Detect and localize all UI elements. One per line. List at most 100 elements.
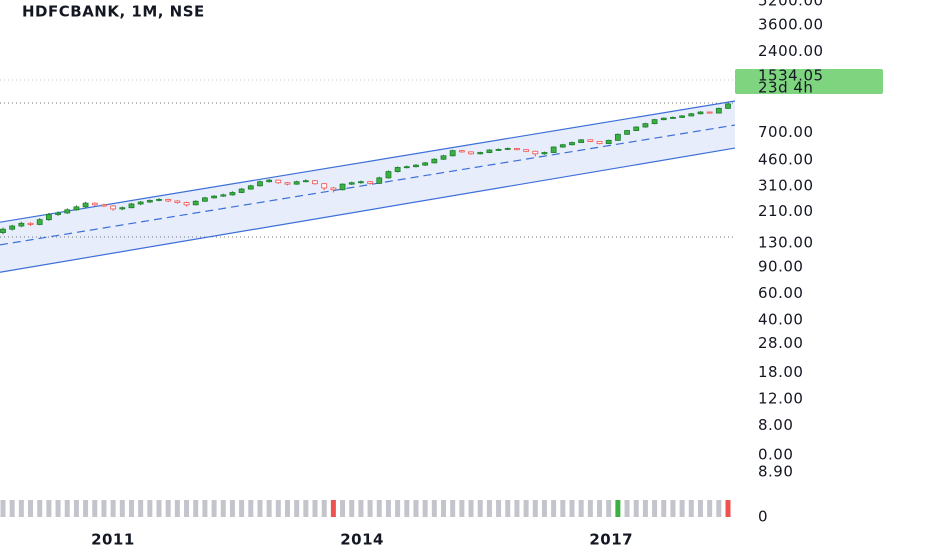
channel-fill — [0, 100, 735, 273]
volume-bar — [9, 500, 15, 517]
candle-body — [238, 188, 245, 193]
volume-bar — [661, 500, 667, 517]
volume-bar — [110, 500, 116, 517]
volume-bar — [147, 500, 153, 517]
y-tick-label: 90.00 — [758, 257, 803, 275]
volume-bar — [193, 500, 199, 517]
volume-bar — [624, 500, 630, 517]
x-tick-label: 2014 — [340, 531, 384, 549]
candle-body — [697, 111, 704, 115]
candle-body — [257, 181, 263, 187]
volume-bar — [606, 500, 612, 517]
candle-body — [275, 179, 282, 184]
candle-body — [82, 202, 89, 208]
candle-body — [330, 187, 337, 191]
volume-bar — [523, 500, 529, 517]
y-tick-label: 12.00 — [758, 390, 803, 408]
last-price-tag — [735, 68, 883, 94]
candle-body — [477, 152, 484, 155]
volume-bar — [73, 500, 79, 517]
volume-bar — [266, 500, 272, 517]
volume-bar — [376, 500, 382, 517]
candle-body — [532, 150, 539, 155]
volume-bar — [615, 500, 621, 517]
volume-bar — [18, 500, 24, 517]
volume-bar — [321, 500, 327, 517]
candle-body — [201, 197, 208, 202]
candle-body — [293, 181, 300, 185]
volume-bar — [578, 500, 584, 517]
volume-bar — [92, 500, 98, 517]
volume-bar — [64, 500, 70, 517]
y-tick-label: 130.00 — [758, 233, 814, 251]
candle-body — [376, 177, 383, 184]
candle-body — [91, 202, 98, 206]
volume-bar — [275, 500, 281, 517]
volume-bar — [569, 500, 575, 517]
channel-line — [0, 100, 736, 223]
candle-body — [468, 151, 474, 155]
y-tick-label: 460.00 — [758, 150, 814, 168]
volume-bar — [202, 500, 208, 517]
candle-body — [348, 182, 355, 185]
candle-body — [110, 205, 117, 210]
volume-bar — [0, 500, 6, 517]
volume-bar — [413, 500, 419, 517]
volume-bar — [441, 500, 447, 517]
volume-bar — [229, 500, 235, 517]
candle-body — [73, 206, 80, 211]
volume-bar — [597, 500, 603, 517]
candle-body — [550, 146, 557, 153]
y-tick-label: 60.00 — [758, 284, 803, 302]
volume-bar — [670, 500, 676, 517]
candle-body — [137, 201, 144, 205]
volume-tick-label: 0 — [758, 508, 768, 526]
candle-body — [725, 103, 731, 109]
candle-body — [174, 200, 181, 204]
y-tick-label: 210.00 — [758, 202, 814, 220]
volume-bar — [551, 500, 557, 517]
volume-bar — [284, 500, 290, 517]
volume-bar — [358, 500, 364, 517]
candle-body — [633, 126, 640, 131]
volume-bar — [459, 500, 465, 517]
volume-bar — [385, 500, 391, 517]
x-tick-label: 2011 — [91, 531, 135, 549]
channel-line — [0, 147, 736, 273]
volume-bar — [707, 500, 713, 517]
volume-bar — [477, 500, 483, 517]
volume-bar — [532, 500, 538, 517]
candle-body — [385, 171, 392, 179]
volume-bar — [37, 500, 43, 517]
candle-body — [706, 111, 713, 114]
y-tick-label: 310.00 — [758, 176, 814, 194]
volume-bar — [652, 500, 658, 517]
volume-bar — [725, 500, 731, 517]
candle-body — [284, 182, 291, 185]
volume-bar — [174, 500, 180, 517]
volume-bar — [257, 500, 263, 517]
candle-body — [624, 130, 630, 135]
candle-body — [486, 149, 493, 153]
volume-bar — [468, 500, 474, 517]
candle-body — [651, 119, 658, 125]
candle-body — [495, 149, 502, 151]
candle-body — [504, 148, 511, 150]
candle-body — [679, 115, 686, 118]
candle-body — [312, 180, 318, 185]
candle-body — [146, 200, 153, 203]
candle-body — [156, 199, 162, 201]
axis-label: 0.00 — [758, 446, 793, 464]
candle-body — [165, 199, 172, 202]
volume-bar — [587, 500, 593, 517]
volume-bar — [294, 500, 300, 517]
candle-body — [431, 158, 438, 164]
candle-body — [413, 164, 419, 168]
candle-body — [119, 207, 126, 210]
volume-bar — [303, 500, 309, 517]
x-tick-label: 2017 — [589, 531, 633, 549]
candle-body — [660, 117, 667, 121]
candle-body — [559, 144, 566, 148]
candle-body — [36, 219, 43, 225]
